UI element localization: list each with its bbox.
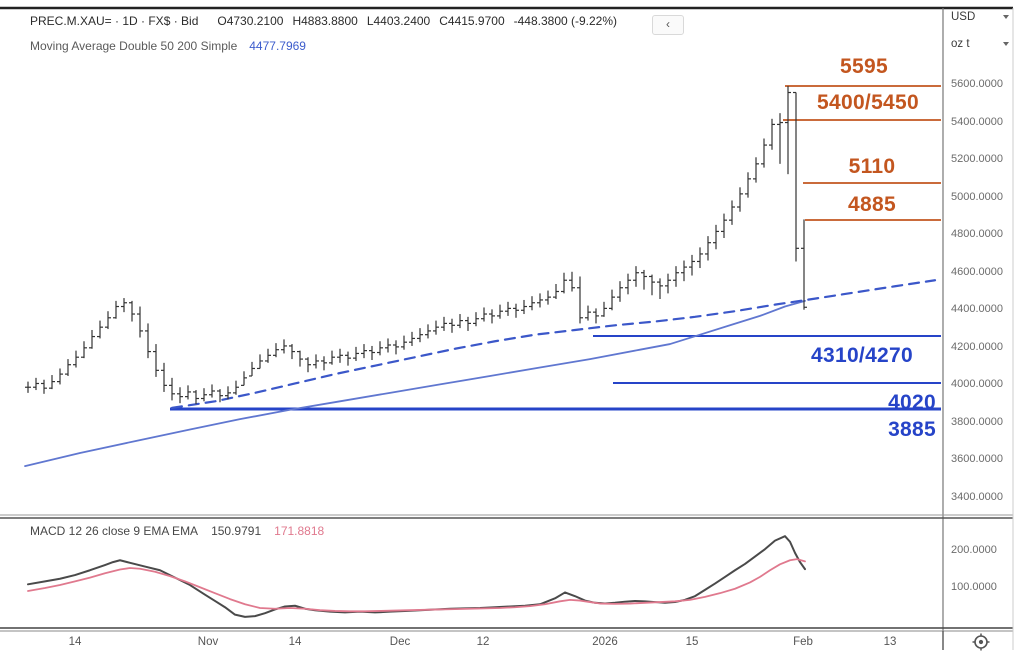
- price-axis-label: 4400.0000: [951, 303, 1003, 316]
- price-axis-label: 5400.0000: [951, 115, 1003, 128]
- currency-dropdown[interactable]: USD: [951, 11, 1009, 23]
- chevron-left-icon: ‹: [666, 17, 670, 31]
- indicator-legend-row: Moving Average Double 50 200 Simple 4477…: [30, 39, 306, 53]
- price-axis-label: 3600.0000: [951, 453, 1003, 466]
- collapse-legend-button[interactable]: ‹: [652, 15, 684, 35]
- chevron-down-icon: [1003, 42, 1009, 46]
- resistance-label-5595: 5595: [840, 55, 888, 78]
- macd-line: [27, 535, 806, 618]
- change-value: -448.3800 (-9.22%): [513, 14, 618, 28]
- support-label-4310/4270: 4310/4270: [811, 344, 913, 367]
- resistance-label-5110: 5110: [848, 155, 896, 178]
- time-axis-label: Dec: [389, 636, 411, 648]
- resistance-label-4885: 4885: [848, 193, 896, 216]
- macd-signal-value: 171.8818: [274, 524, 325, 538]
- time-axis-label: 14: [288, 636, 302, 648]
- macd-legend-row: MACD 12 26 close 9 EMA EMA 150.9791 171.…: [30, 524, 324, 538]
- currency-label: USD: [951, 11, 976, 23]
- resistance-label-5400/5450: 5400/5450: [817, 91, 919, 114]
- price-axis-label: 5000.0000: [951, 190, 1003, 203]
- close-value: C4415.9700: [439, 14, 505, 28]
- macd-signal-line: [27, 558, 806, 613]
- instrument-title: PREC.M.XAU= · 1D · FX$ · Bid: [30, 14, 199, 28]
- support-label-4020: 4020: [888, 391, 936, 414]
- price-axis-label: 3800.0000: [951, 415, 1003, 428]
- time-axis-label: Feb: [793, 636, 813, 648]
- price-axis-label: 3400.0000: [951, 491, 1003, 503]
- low-value: L4403.2400: [366, 14, 431, 28]
- macd-axis-label: 100.0000: [951, 581, 997, 593]
- time-axis-label: 13: [883, 636, 897, 648]
- macd-value: 150.9791: [211, 524, 262, 538]
- time-axis-label: 14: [68, 636, 82, 648]
- price-axis-label: 4200.0000: [951, 340, 1003, 353]
- indicator-value: 4477.7969: [249, 39, 306, 53]
- support-label-3885: 3885: [888, 418, 936, 441]
- ma-50-line: [170, 279, 937, 409]
- price-axis-label: 4800.0000: [951, 228, 1003, 241]
- indicator-label: Moving Average Double 50 200 Simple: [30, 39, 238, 53]
- price-axis-label: 4600.0000: [951, 265, 1003, 278]
- settings-gear-icon[interactable]: [971, 632, 991, 652]
- chart-legend-row: PREC.M.XAU= · 1D · FX$ · Bid O4730.2100 …: [30, 14, 617, 28]
- ma-200-line: [24, 299, 806, 467]
- time-axis-label: 15: [685, 636, 699, 648]
- price-axis-label: 5200.0000: [951, 153, 1003, 166]
- time-axis-label: 2026: [592, 636, 618, 648]
- time-axis-label: 12: [476, 636, 490, 648]
- price-axis-label: 5600.0000: [951, 78, 1003, 90]
- high-value: H4883.8800: [292, 14, 358, 28]
- time-axis-label: Nov: [197, 636, 219, 648]
- price-axis-label: 4000.0000: [951, 378, 1003, 391]
- unit-dropdown[interactable]: oz t: [951, 38, 1009, 50]
- macd-label: MACD 12 26 close 9 EMA EMA: [30, 524, 199, 538]
- macd-axis-label: 200.0000: [951, 544, 997, 556]
- unit-label: oz t: [951, 38, 970, 50]
- open-value: O4730.2100: [217, 14, 284, 28]
- chevron-down-icon: [1003, 15, 1009, 19]
